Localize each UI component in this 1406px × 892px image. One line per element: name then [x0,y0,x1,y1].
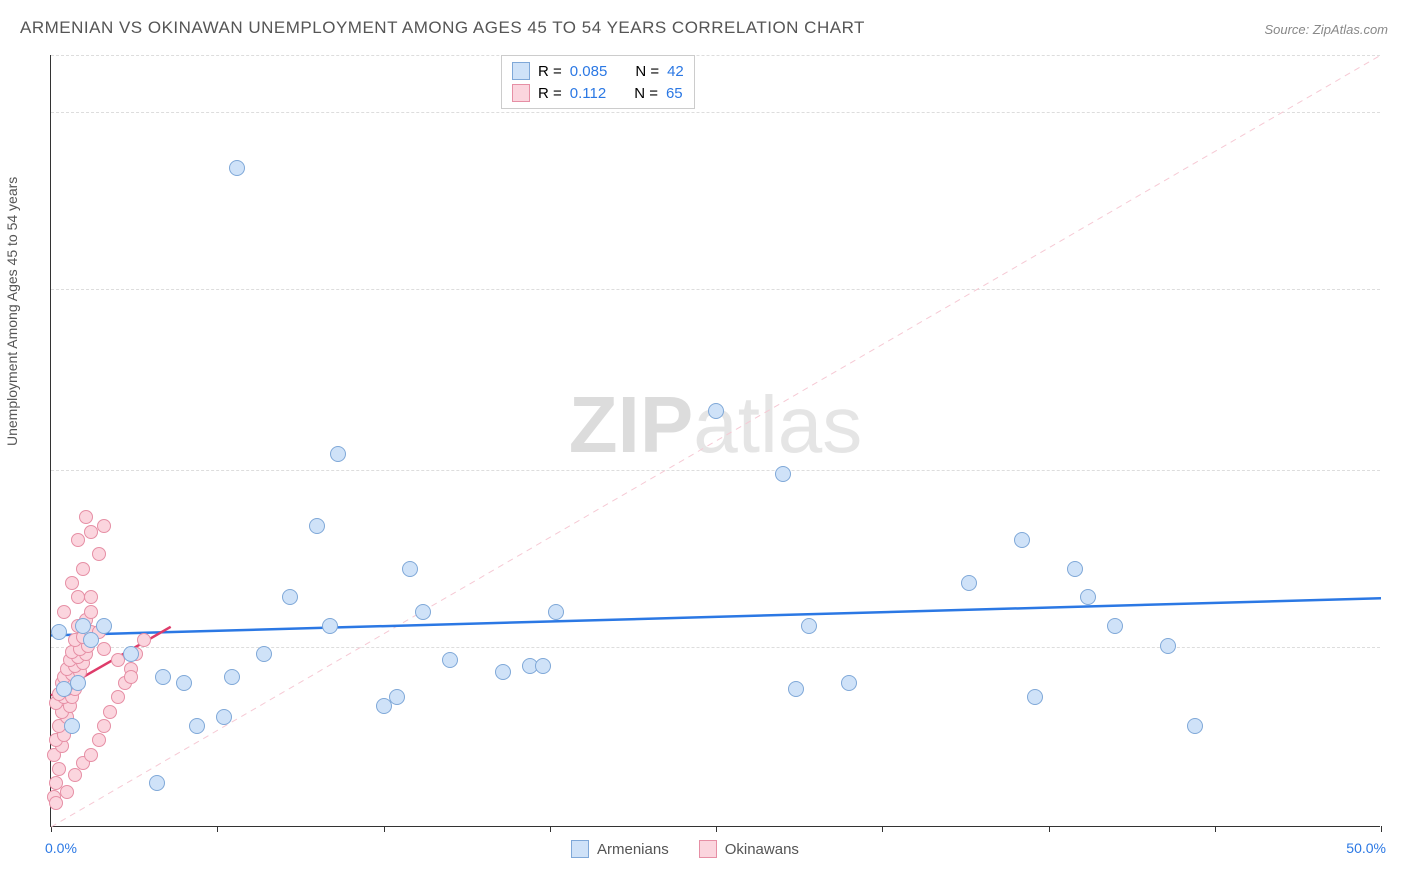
swatch-armenians [512,62,530,80]
n-value-armenians: 42 [667,63,684,80]
chart-plot-area: ZIPatlas 6.3%12.5%18.8%25.0% R = 0.085 N… [50,55,1380,827]
legend-label-okinawans: Okinawans [725,841,799,858]
data-point [60,785,74,799]
data-point [788,681,804,697]
data-point [52,762,66,776]
r-label: R = [538,63,562,80]
correlation-stats-box: R = 0.085 N = 42 R = 0.112 N = 65 [501,55,695,109]
data-point [57,605,71,619]
y-tick-label: 18.8% [1390,282,1406,298]
data-point [96,618,112,634]
y-tick-label: 25.0% [1390,105,1406,121]
data-point [402,561,418,577]
data-point [84,525,98,539]
stats-row-okinawans: R = 0.112 N = 65 [512,82,684,104]
data-point [70,675,86,691]
swatch-okinawans [512,84,530,102]
data-point [97,642,111,656]
data-point [282,589,298,605]
r-label: R = [538,85,562,102]
x-axis-max-label: 50.0% [1346,840,1386,856]
legend-swatch-armenians [571,840,589,858]
r-value-armenians: 0.085 [570,63,608,80]
data-point [84,605,98,619]
data-point [1027,689,1043,705]
data-point [123,646,139,662]
data-point [841,675,857,691]
data-point [79,510,93,524]
data-point [92,547,106,561]
data-point [330,446,346,462]
legend-item-okinawans: Okinawans [699,840,799,858]
y-tick-label: 6.3% [1390,640,1406,656]
data-point [84,590,98,604]
data-point [1107,618,1123,634]
data-point [775,466,791,482]
data-point [415,604,431,620]
data-point [111,690,125,704]
trend-lines-svg [51,55,1380,826]
data-point [65,576,79,590]
legend-label-armenians: Armenians [597,841,669,858]
legend-item-armenians: Armenians [571,840,669,858]
data-point [256,646,272,662]
data-point [103,705,117,719]
data-point [155,669,171,685]
data-point [137,633,151,647]
data-point [309,518,325,534]
data-point [535,658,551,674]
x-axis-min-label: 0.0% [45,840,77,856]
data-point [124,670,138,684]
r-value-okinawans: 0.112 [570,85,606,102]
y-axis-label: Unemployment Among Ages 45 to 54 years [4,177,20,446]
data-point [1014,532,1030,548]
data-point [92,733,106,747]
data-point [97,719,111,733]
data-point [229,160,245,176]
data-point [49,796,63,810]
chart-title: ARMENIAN VS OKINAWAN UNEMPLOYMENT AMONG … [20,18,865,38]
data-point [442,652,458,668]
data-point [84,748,98,762]
data-point [1187,718,1203,734]
data-point [64,718,80,734]
data-point [322,618,338,634]
data-point [224,669,240,685]
data-point [495,664,511,680]
data-point [71,533,85,547]
n-value-okinawans: 65 [666,85,683,102]
data-point [189,718,205,734]
data-point [176,675,192,691]
source-attribution: Source: ZipAtlas.com [1264,22,1388,37]
data-point [708,403,724,419]
data-point [548,604,564,620]
n-label: N = [635,63,659,80]
data-point [76,562,90,576]
data-point [97,519,111,533]
data-point [71,590,85,604]
data-point [961,575,977,591]
data-point [1067,561,1083,577]
data-point [83,632,99,648]
data-point [389,689,405,705]
data-point [1160,638,1176,654]
n-label: N = [634,85,658,102]
data-point [149,775,165,791]
data-point [75,618,91,634]
legend: Armenians Okinawans [571,840,799,858]
y-tick-label: 12.5% [1390,463,1406,479]
legend-swatch-okinawans [699,840,717,858]
data-point [1080,589,1096,605]
stats-row-armenians: R = 0.085 N = 42 [512,60,684,82]
data-point [216,709,232,725]
data-point [51,624,67,640]
data-point [801,618,817,634]
